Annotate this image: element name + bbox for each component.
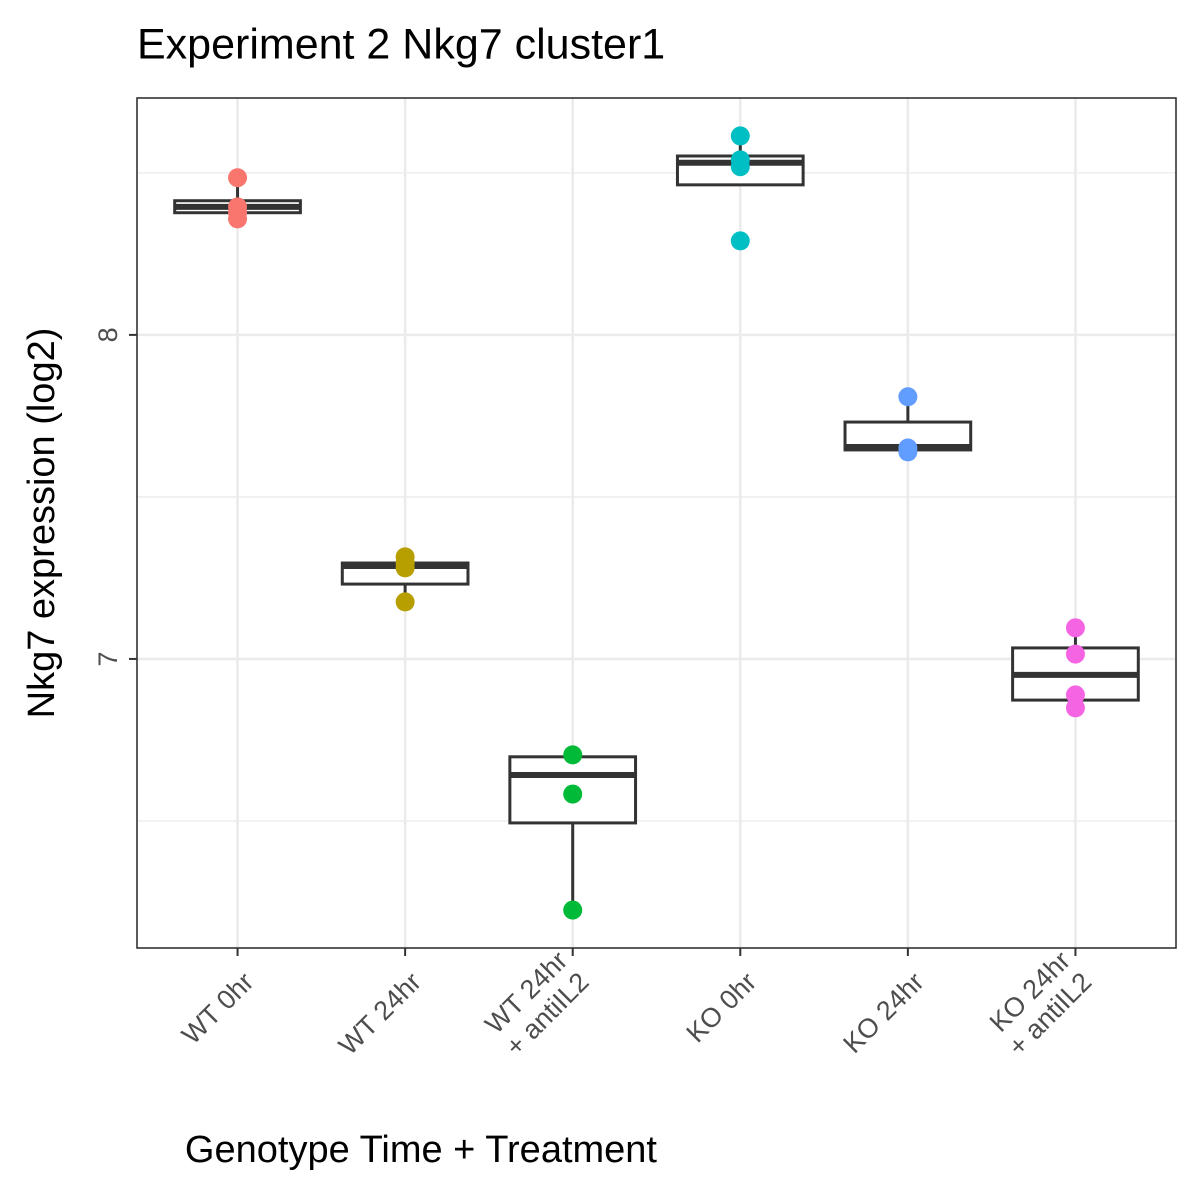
point: [898, 442, 918, 462]
point: [395, 558, 415, 578]
point: [1065, 644, 1085, 664]
x-axis-title: Genotype Time + Treatment: [185, 1129, 658, 1171]
point: [228, 168, 248, 188]
point: [563, 900, 583, 920]
point: [1065, 618, 1085, 638]
point: [1065, 698, 1085, 718]
point: [730, 231, 750, 251]
point: [730, 126, 750, 146]
y-axis-title: Nkg7 expression (log2): [21, 328, 63, 719]
panel-border: [136, 97, 1177, 949]
point: [563, 784, 583, 804]
y-tick-label: 7: [93, 651, 123, 666]
point: [563, 745, 583, 765]
chart-title: Experiment 2 Nkg7 cluster1: [137, 20, 665, 68]
point: [395, 592, 415, 612]
y-tick-label: 8: [93, 327, 123, 342]
point: [898, 387, 918, 407]
point: [228, 209, 248, 229]
point: [730, 157, 750, 177]
